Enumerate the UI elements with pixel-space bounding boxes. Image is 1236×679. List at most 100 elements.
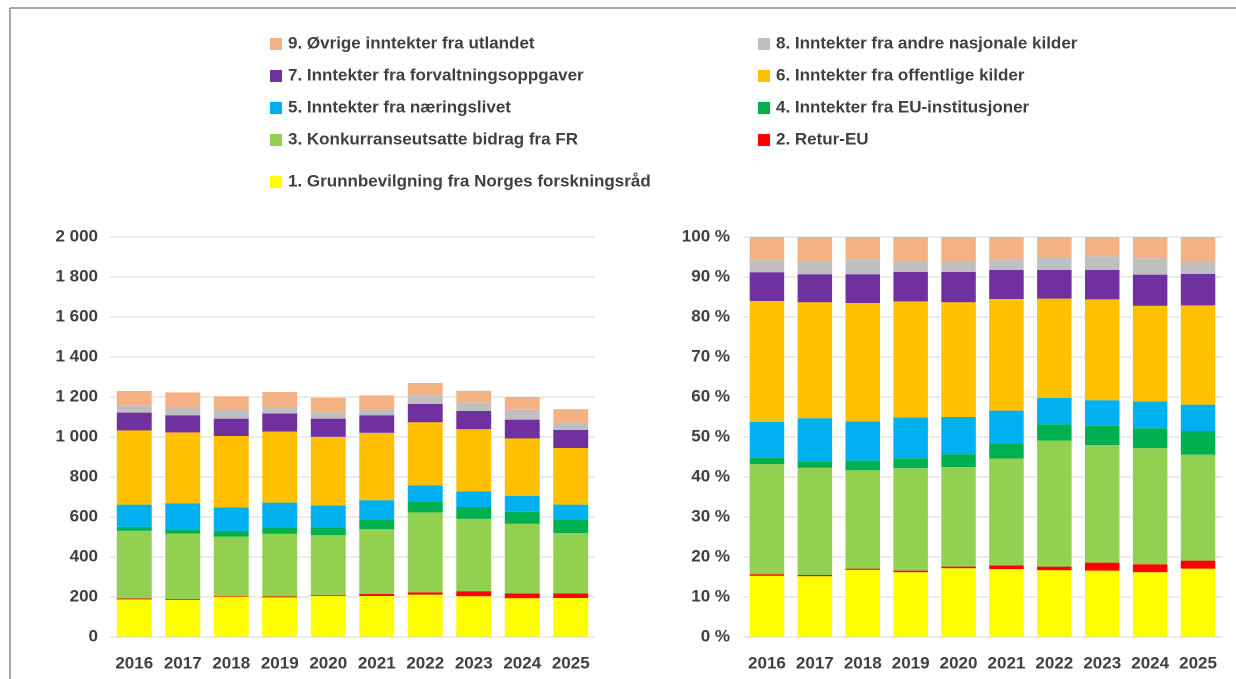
bar-segment [213, 507, 249, 531]
bar-segment [1085, 445, 1120, 563]
y-tick-label: 1 800 [55, 266, 98, 285]
bar-segment [359, 529, 395, 594]
bar-segment [310, 595, 346, 637]
y-tick-label: 600 [70, 506, 98, 525]
bar-segment [845, 274, 880, 303]
bar-segment [116, 526, 152, 531]
y-tick-label: 0 [89, 626, 98, 645]
bar-segment [989, 237, 1024, 260]
bar-segment [1085, 299, 1120, 401]
x-tick-label: 2019 [261, 653, 299, 672]
bar-segment [553, 533, 589, 594]
legend-swatch [758, 38, 770, 50]
x-tick-label: 2020 [940, 653, 978, 672]
bar-segment [456, 390, 492, 403]
bar-segment [845, 303, 880, 422]
bar-segment [1132, 428, 1168, 449]
y-tick-label: 40 % [691, 466, 730, 485]
y-tick-label: 30 % [691, 506, 730, 525]
bar-segment [845, 470, 880, 569]
bar-segment [1037, 257, 1072, 270]
legend-label: 4. Inntekter fra EU-institusjoner [776, 97, 1030, 116]
bar-segment [1180, 237, 1216, 261]
bar-segment [941, 467, 976, 567]
bar-segment [797, 274, 833, 303]
y-tick-label: 80 % [691, 306, 730, 325]
y-tick-label: 60 % [691, 386, 730, 405]
bar-segment [504, 511, 540, 524]
bar-segment [893, 417, 928, 459]
x-tick-label: 2022 [406, 653, 444, 672]
bar-segment [165, 415, 201, 433]
bar-segment [1085, 256, 1120, 270]
bar-segment [310, 412, 346, 419]
bar-segment [1180, 560, 1216, 569]
bar-segment [310, 397, 346, 413]
bar-segment [504, 419, 540, 439]
bar-segment [989, 565, 1024, 569]
bar-segment [1132, 401, 1168, 429]
bar-segment [262, 527, 298, 534]
bar-segment [1085, 400, 1120, 426]
bar-segment [1132, 564, 1168, 573]
bar-segment [553, 504, 589, 520]
bar-segment [749, 421, 785, 458]
bar-segment [1085, 425, 1120, 445]
bar-segment [845, 568, 880, 570]
bar-segment [1180, 305, 1216, 405]
bar-segment [262, 413, 298, 432]
legend-label: 3. Konkurranseutsatte bidrag fra FR [288, 129, 578, 148]
bar-segment [941, 271, 976, 303]
bar-segment [1085, 269, 1120, 300]
bar-segment [262, 597, 298, 637]
bar-segment [165, 599, 201, 600]
bar-segment [504, 397, 540, 410]
y-tick-label: 1 200 [55, 386, 98, 405]
bar-segment [116, 405, 152, 413]
bar-segment [359, 520, 395, 530]
bar-segment [749, 464, 785, 575]
bar-segment [116, 412, 152, 431]
bar-segment [165, 432, 201, 504]
bar-segment [407, 594, 443, 637]
bar-segment [504, 438, 540, 496]
bar-segment [165, 529, 201, 534]
y-tick-label: 100 % [682, 226, 730, 245]
bar-segment [797, 467, 833, 575]
bar-segment [1085, 562, 1120, 571]
bar-segment [407, 395, 443, 404]
x-tick-label: 2017 [164, 653, 202, 672]
bar-segment [262, 533, 298, 597]
bar-segment [893, 271, 928, 302]
legend-swatch [270, 134, 282, 146]
bar-segment [1180, 431, 1216, 455]
bar-segment [553, 409, 589, 423]
y-tick-label: 70 % [691, 346, 730, 365]
bar-segment [116, 598, 152, 600]
bar-segment [989, 443, 1024, 459]
bar-segment [893, 301, 928, 418]
bar-segment [407, 502, 443, 513]
bar-segment [553, 598, 589, 637]
legend-swatch [758, 102, 770, 114]
bar-segment [893, 237, 928, 262]
bar-segment [310, 527, 346, 536]
legend-swatch [270, 70, 282, 82]
bar-segment [262, 596, 298, 598]
bar-segment [797, 261, 833, 275]
bar-segment [1037, 237, 1072, 257]
x-tick-label: 2021 [358, 653, 396, 672]
x-tick-label: 2019 [892, 653, 930, 672]
bar-segment [165, 392, 201, 408]
bar-segment [456, 491, 492, 507]
bar-segment [116, 599, 152, 637]
bar-segment [116, 430, 152, 505]
x-tick-label: 2023 [1083, 653, 1121, 672]
bar-segment [893, 261, 928, 272]
legend-label: 9. Øvrige inntekter fra utlandet [288, 33, 535, 52]
bar-segment [1037, 566, 1072, 571]
bar-segment [1132, 258, 1168, 275]
x-tick-label: 2024 [503, 653, 541, 672]
bar-segment [456, 507, 492, 519]
bar-segment [1180, 261, 1216, 274]
